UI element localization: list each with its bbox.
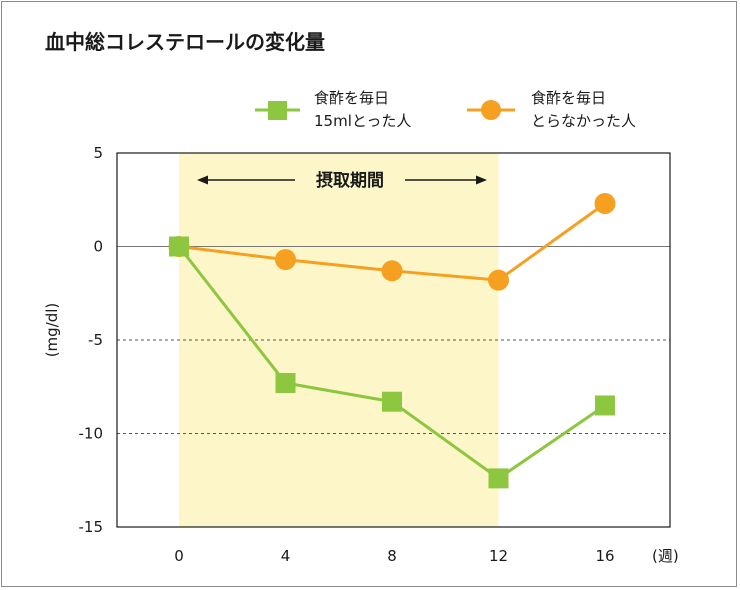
- data-point-square: [275, 373, 296, 394]
- data-point-circle: [488, 269, 509, 291]
- legend: 食酢を毎日 15mlとった人 食酢を毎日 とらなかった人: [255, 89, 636, 130]
- y-tick-label: -15: [79, 518, 104, 536]
- chart-title: 血中総コレステロールの変化量: [45, 30, 325, 54]
- data-point-square: [382, 391, 402, 412]
- y-tick-label: -10: [79, 425, 104, 443]
- data-point-circle: [275, 249, 296, 271]
- x-tick-label: 4: [281, 547, 291, 565]
- x-tick-label: 0: [174, 547, 184, 565]
- x-tick-label: 8: [387, 547, 397, 565]
- y-tick-labels: 5 0 -5 -10 -15: [79, 144, 104, 536]
- x-tick-labels: 0 4 8 12 16: [174, 547, 614, 565]
- plot-frame: [116, 152, 671, 528]
- arrow-right-icon: [476, 175, 487, 185]
- y-axis-label: (mg/dl): [43, 303, 61, 358]
- legend-label-vinegar-line2: 15mlとった人: [314, 112, 411, 130]
- intake-period-indicator: 摂取期間: [197, 170, 487, 191]
- gridlines: [117, 246, 670, 434]
- arrow-left-icon: [197, 175, 208, 185]
- period-label: 摂取期間: [316, 170, 384, 191]
- legend-square-marker: [268, 101, 287, 120]
- x-axis-unit: (週): [652, 547, 679, 565]
- legend-item-vinegar: 食酢を毎日 15mlとった人: [255, 89, 411, 130]
- x-tick-label: 12: [489, 547, 508, 565]
- legend-label-no-vinegar-line2: とらなかった人: [531, 112, 636, 130]
- y-tick-label: 5: [93, 144, 103, 162]
- data-point-circle: [594, 192, 616, 214]
- data-point-square: [595, 395, 615, 416]
- series-layer: [168, 192, 616, 489]
- legend-label-vinegar-line1: 食酢を毎日: [314, 89, 389, 107]
- data-point-square: [169, 236, 189, 257]
- legend-item-no-vinegar: 食酢を毎日 とらなかった人: [467, 89, 636, 130]
- data-point-circle: [381, 260, 403, 282]
- y-tick-label: 0: [93, 238, 103, 256]
- data-point-square: [488, 468, 509, 489]
- x-tick-label: 16: [595, 547, 614, 565]
- legend-label-no-vinegar-line1: 食酢を毎日: [531, 89, 606, 107]
- y-tick-label: -5: [88, 331, 103, 349]
- legend-circle-marker: [481, 100, 501, 120]
